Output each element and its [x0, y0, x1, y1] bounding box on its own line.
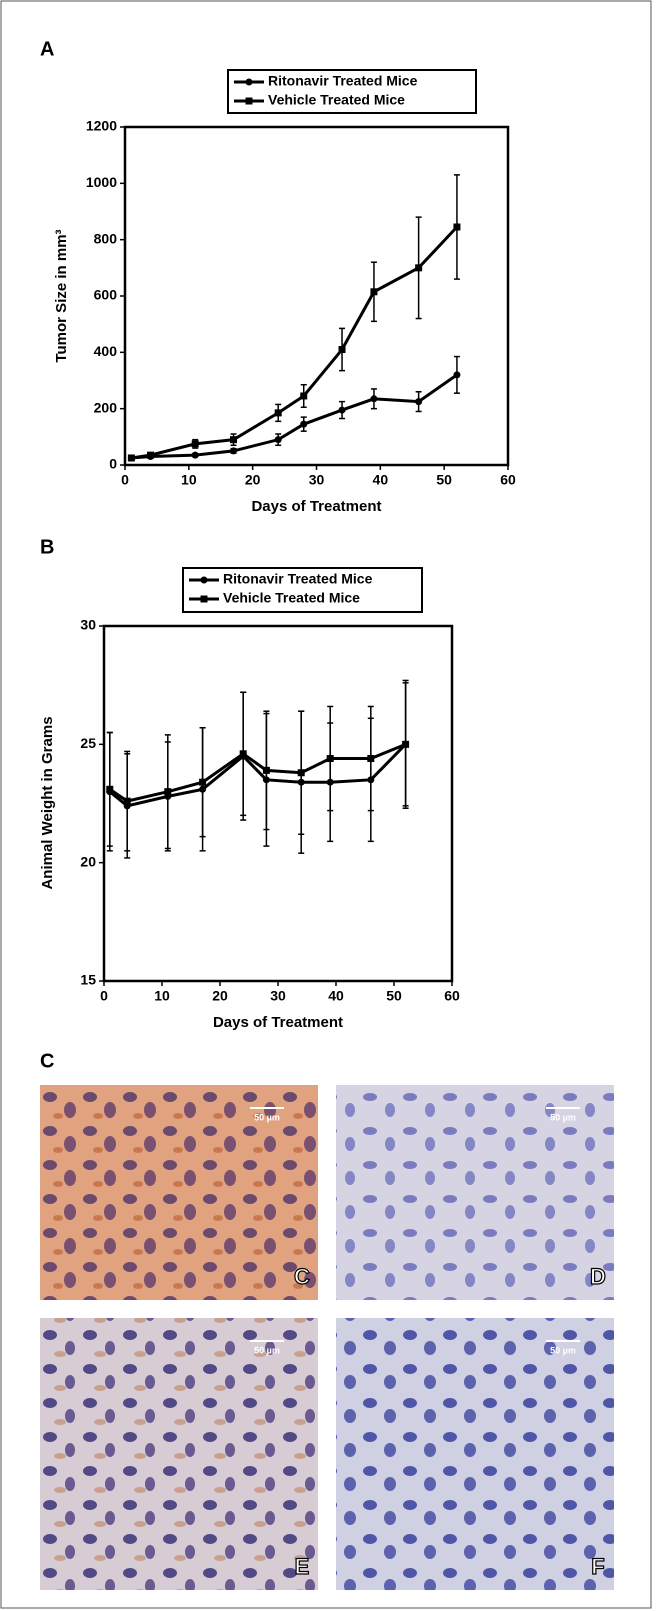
- x-tick-label: 40: [373, 472, 389, 488]
- x-tick-label: 50: [436, 472, 452, 488]
- micrograph: [336, 1085, 614, 1300]
- plot-area: [102, 624, 454, 983]
- x-tick-label: 20: [245, 472, 261, 488]
- y-tick-label: 20: [80, 853, 96, 869]
- x-tick-label: 10: [154, 988, 170, 1004]
- legend-marker: [245, 97, 253, 105]
- legend-label: Ritonavir Treated Mice: [223, 571, 373, 587]
- marker: [326, 755, 334, 763]
- y-tick-label: 15: [80, 972, 96, 988]
- panel-label: B: [40, 536, 54, 558]
- scale-label: 50 µm: [550, 1345, 576, 1355]
- marker: [367, 755, 375, 763]
- x-tick-label: 60: [500, 472, 516, 488]
- y-tick-label: 200: [94, 399, 118, 415]
- series-line: [131, 373, 458, 460]
- marker: [230, 436, 238, 444]
- marker: [191, 440, 199, 448]
- marker: [453, 223, 461, 231]
- marker: [230, 447, 238, 455]
- marker: [127, 454, 135, 462]
- y-tick-label: 600: [94, 287, 118, 303]
- marker: [191, 451, 199, 459]
- marker: [106, 785, 114, 793]
- micrograph: [40, 1085, 318, 1300]
- marker: [453, 371, 461, 379]
- marker: [415, 264, 423, 272]
- legend-label: Vehicle Treated Mice: [223, 590, 360, 606]
- marker: [370, 288, 378, 296]
- marker: [300, 392, 308, 400]
- x-tick-label: 30: [309, 472, 325, 488]
- x-tick-label: 60: [444, 988, 460, 1004]
- marker: [338, 346, 346, 354]
- legend-label: Ritonavir Treated Mice: [268, 73, 418, 89]
- legend-marker: [200, 576, 208, 584]
- marker: [415, 398, 423, 406]
- series-line: [108, 742, 407, 803]
- y-tick-label: 800: [94, 230, 118, 246]
- x-tick-label: 50: [386, 988, 402, 1004]
- image-label: E: [295, 1554, 310, 1579]
- micrograph: [336, 1318, 614, 1590]
- panel-label: A: [40, 38, 54, 60]
- x-tick-label: 40: [328, 988, 344, 1004]
- image-label: F: [591, 1554, 604, 1579]
- y-axis-title: Tumor Size in mm³: [53, 229, 70, 362]
- y-tick-label: 400: [94, 343, 118, 359]
- x-tick-label: 0: [121, 472, 129, 488]
- marker: [370, 395, 378, 403]
- plot-area: [123, 125, 510, 467]
- scale-label: 50 µm: [254, 1112, 280, 1122]
- y-tick-label: 1000: [86, 174, 117, 190]
- image-label: D: [590, 1264, 606, 1289]
- y-tick-label: 1200: [86, 118, 117, 134]
- micrograph: [40, 1318, 318, 1590]
- series-line: [108, 743, 407, 808]
- series-line: [131, 225, 459, 460]
- y-axis-title: Animal Weight in Grams: [39, 716, 56, 889]
- x-tick-label: 30: [270, 988, 286, 1004]
- marker: [164, 788, 172, 796]
- marker: [402, 740, 410, 748]
- marker: [123, 797, 131, 805]
- marker: [274, 409, 282, 417]
- marker: [274, 436, 282, 444]
- legend-label: Vehicle Treated Mice: [268, 92, 405, 108]
- panel-label: C: [40, 1050, 54, 1072]
- legend: [182, 567, 423, 613]
- legend: [227, 69, 477, 114]
- y-tick-label: 25: [80, 735, 96, 751]
- x-axis-title: Days of Treatment: [251, 498, 381, 515]
- x-tick-label: 10: [181, 472, 197, 488]
- y-tick-label: 0: [109, 456, 117, 472]
- x-tick-label: 20: [212, 988, 228, 1004]
- legend-marker: [245, 78, 253, 86]
- marker: [239, 750, 247, 758]
- scale-label: 50 µm: [254, 1345, 280, 1355]
- marker: [338, 406, 346, 414]
- marker: [297, 769, 305, 777]
- x-tick-label: 0: [100, 988, 108, 1004]
- x-axis-title: Days of Treatment: [213, 1014, 343, 1031]
- image-label: C: [294, 1264, 310, 1289]
- marker: [300, 420, 308, 428]
- legend-marker: [200, 595, 208, 603]
- marker: [199, 778, 207, 786]
- scale-label: 50 µm: [550, 1112, 576, 1122]
- y-tick-label: 30: [80, 617, 96, 633]
- marker: [262, 766, 270, 774]
- marker: [147, 451, 155, 459]
